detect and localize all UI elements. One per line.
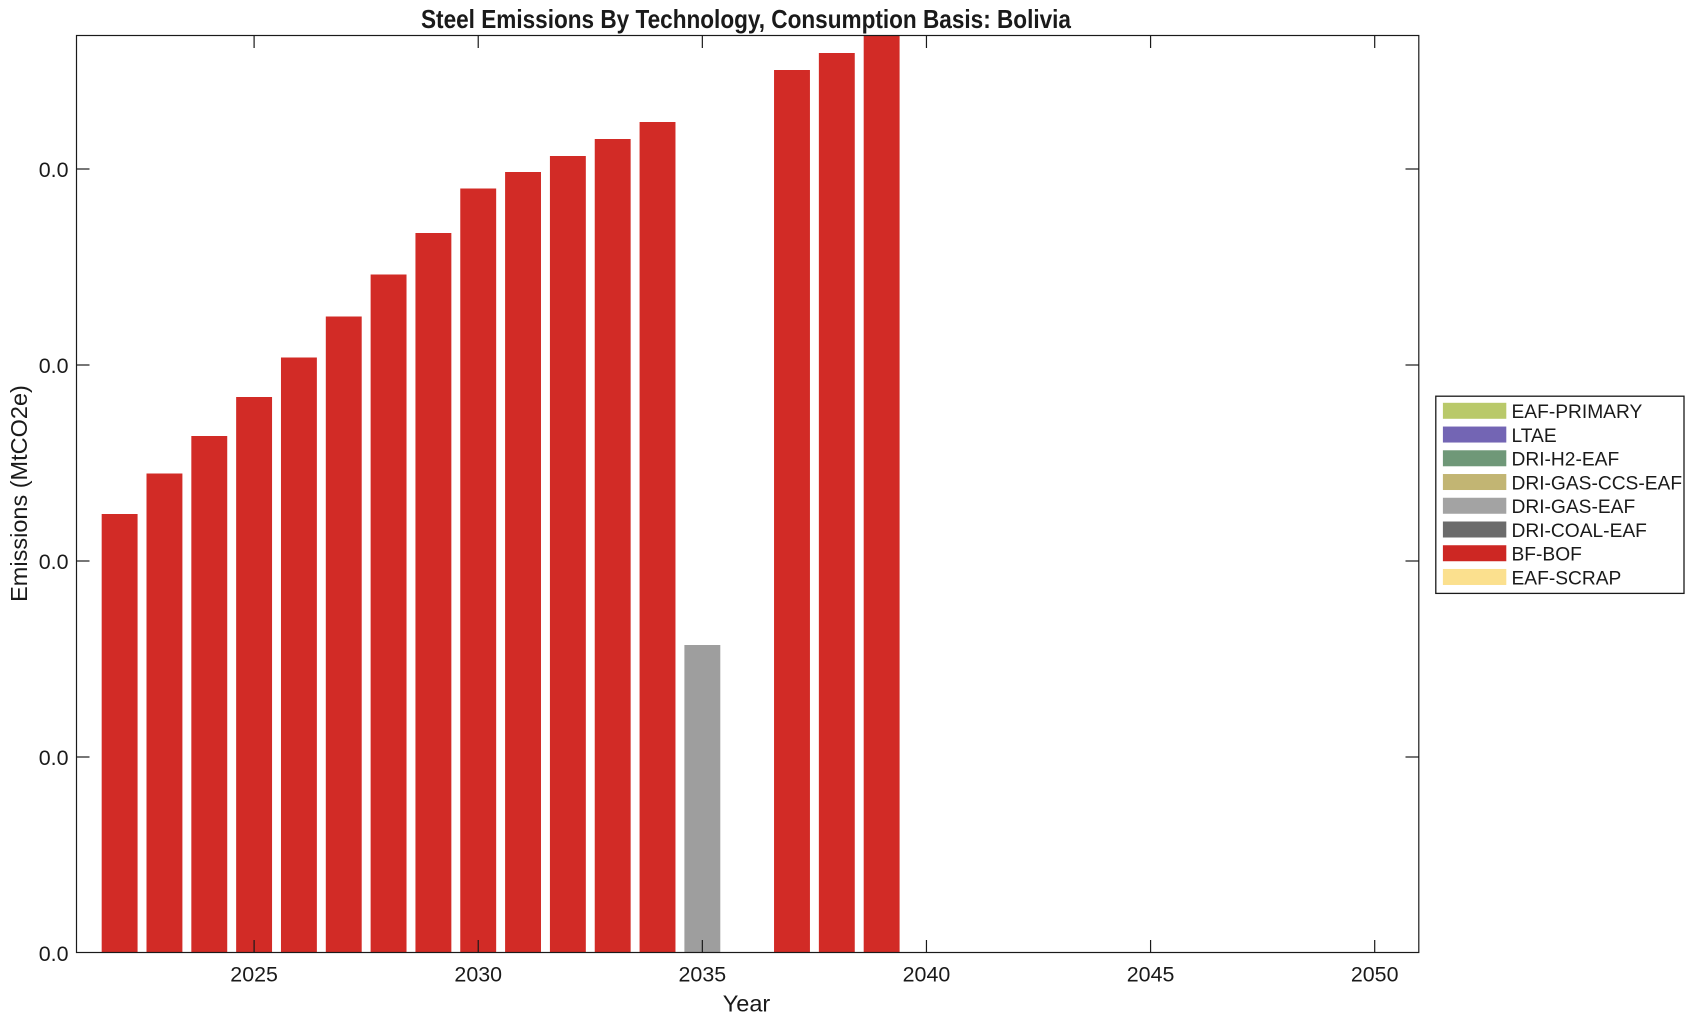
svg-text:0.0: 0.0 <box>39 550 69 574</box>
svg-text:0.0: 0.0 <box>39 942 69 966</box>
svg-text:Year: Year <box>723 991 771 1017</box>
svg-text:DRI-H2-EAF: DRI-H2-EAF <box>1512 450 1620 471</box>
svg-text:EAF-SCRAP: EAF-SCRAP <box>1512 568 1622 589</box>
svg-text:2045: 2045 <box>1127 963 1175 987</box>
svg-text:DRI-GAS-EAF: DRI-GAS-EAF <box>1512 497 1636 518</box>
svg-text:2050: 2050 <box>1351 963 1399 987</box>
svg-text:0.0: 0.0 <box>39 158 69 182</box>
svg-text:DRI-COAL-EAF: DRI-COAL-EAF <box>1512 521 1647 542</box>
svg-text:EAF-PRIMARY: EAF-PRIMARY <box>1512 402 1643 423</box>
svg-text:Emissions (MtCO2e): Emissions (MtCO2e) <box>6 385 32 602</box>
svg-text:Steel Emissions By Technology,: Steel Emissions By Technology, Consumpti… <box>421 4 1071 34</box>
svg-text:2040: 2040 <box>903 963 951 987</box>
svg-text:0.0: 0.0 <box>39 354 69 378</box>
svg-text:BF-BOF: BF-BOF <box>1512 545 1582 566</box>
svg-text:2025: 2025 <box>230 963 278 987</box>
svg-text:2035: 2035 <box>679 963 727 987</box>
svg-text:LTAE: LTAE <box>1512 426 1557 447</box>
svg-text:0.0: 0.0 <box>39 746 69 770</box>
svg-text:2030: 2030 <box>454 963 502 987</box>
svg-text:DRI-GAS-CCS-EAF: DRI-GAS-CCS-EAF <box>1512 473 1683 494</box>
